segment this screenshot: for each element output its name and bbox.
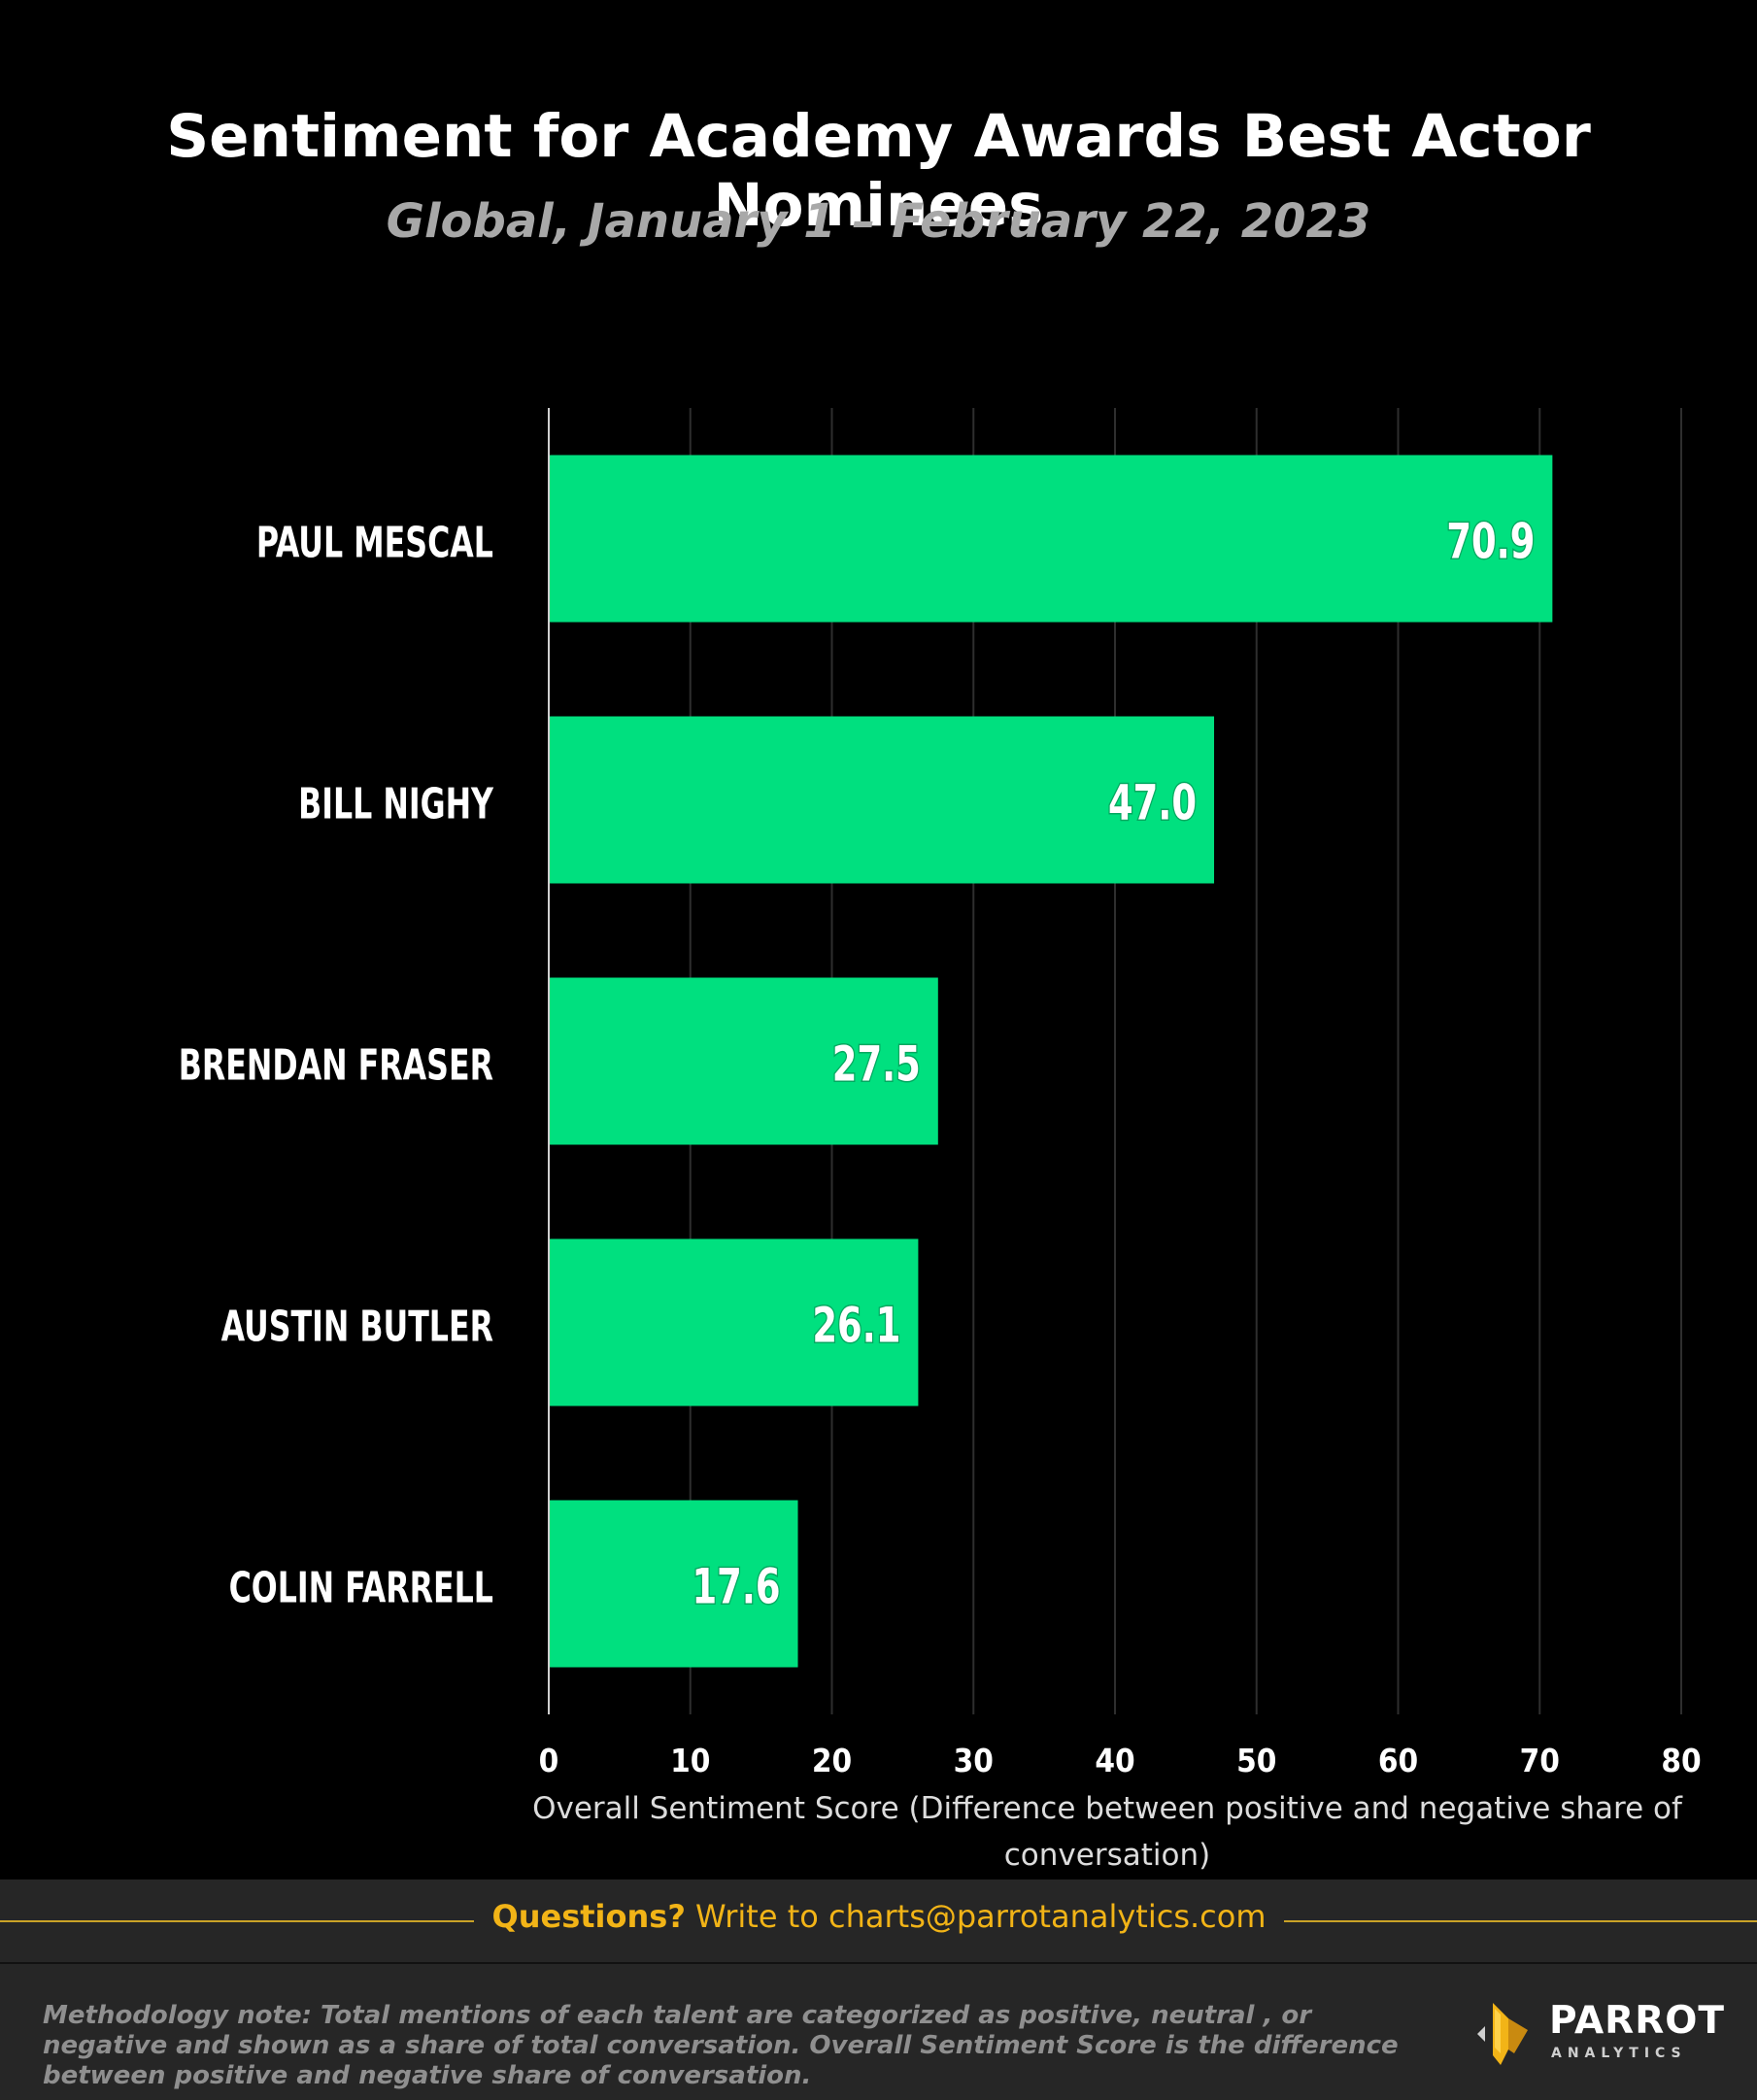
- x-tick-label: 40: [1095, 1742, 1134, 1779]
- bar-chart: PAUL MESCAL 70.9 BILL NIGHY 47.0 BRENDAN FRA…: [179, 408, 1702, 1779]
- questions-email-text[interactable]: Write to charts@parrotanalytics.com: [685, 1898, 1267, 1935]
- bar-value-label: 27.5: [832, 1036, 921, 1093]
- x-tick-label: 80: [1661, 1742, 1701, 1779]
- category-label: PAUL MESCAL: [256, 519, 493, 568]
- bar: [549, 455, 1553, 623]
- methodology-note: Methodology note: Total mentions of each…: [43, 2001, 1399, 2090]
- x-tick-label: 10: [670, 1742, 710, 1779]
- bar: [549, 716, 1215, 884]
- parrot-bird-icon: [1477, 2003, 1528, 2065]
- chart-subtitle: Global, January 1 – February 22, 2023: [386, 194, 1371, 249]
- bar: [549, 977, 938, 1145]
- x-tick-label: 70: [1520, 1742, 1560, 1779]
- chart-title: Sentiment for Academy Awards Best Actor …: [166, 102, 1591, 240]
- questions-banner: Questions? Write to charts@parrotanalyti…: [0, 1880, 1757, 1962]
- divider-left: [0, 1920, 474, 1922]
- bar-value-label: 47.0: [1108, 775, 1197, 831]
- x-tick-label: 20: [812, 1742, 852, 1779]
- category-label: COLIN FARRELL: [229, 1564, 493, 1613]
- x-axis: 0 10 20 30 40 50 60 70 80: [539, 408, 1702, 1779]
- parrot-logo: PARROT ANALYTICS: [1471, 1995, 1734, 2073]
- x-tick-label: 60: [1378, 1742, 1418, 1779]
- category-label: BRENDAN FRASER: [179, 1041, 493, 1091]
- gridlines: [689, 408, 1682, 1714]
- category-label: AUSTIN BUTLER: [221, 1303, 493, 1352]
- bar-value-label: 70.9: [1446, 514, 1535, 570]
- questions-text: Questions? Write to charts@parrotanalyti…: [474, 1898, 1284, 1935]
- logo-wordmark: PARROT: [1549, 1999, 1726, 2043]
- bars: PAUL MESCAL 70.9 BILL NIGHY 47.0 BRENDAN FRA…: [179, 455, 1553, 1668]
- divider-right: [1284, 1920, 1757, 1922]
- questions-label: Questions?: [491, 1898, 686, 1935]
- bar: [549, 1500, 798, 1668]
- bar: [549, 1238, 919, 1406]
- logo-subtitle: ANALYTICS: [1551, 2046, 1687, 2061]
- x-tick-label: 30: [954, 1742, 994, 1779]
- footer: Methodology note: Total mentions of each…: [0, 1962, 1757, 2100]
- category-label: BILL NIGHY: [298, 780, 494, 830]
- x-tick-label: 0: [539, 1742, 559, 1779]
- x-tick-label: 50: [1236, 1742, 1276, 1779]
- x-axis-title: Overall Sentiment Score (Difference betw…: [532, 1791, 1682, 1873]
- bar-value-label: 26.1: [812, 1298, 900, 1354]
- bar-value-label: 17.6: [693, 1559, 781, 1615]
